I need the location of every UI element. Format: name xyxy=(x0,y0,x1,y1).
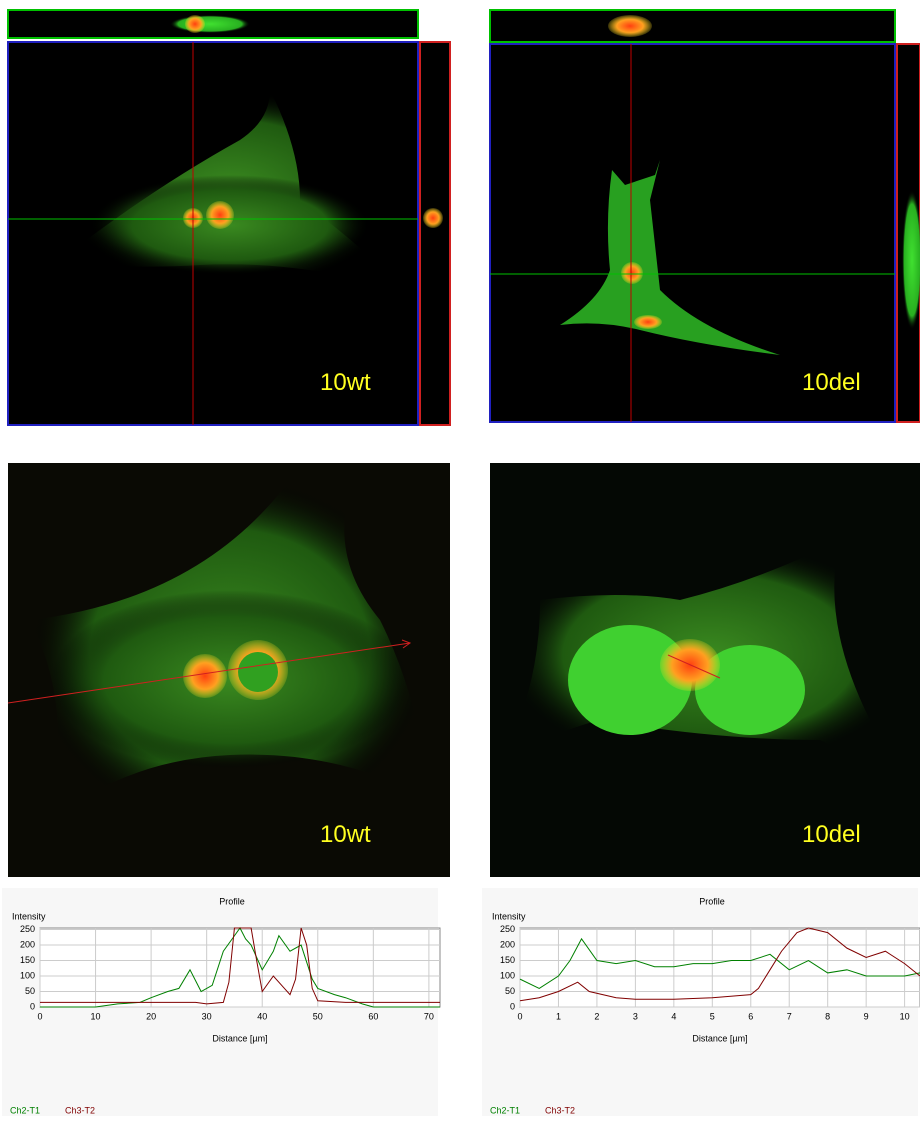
x-tick-label: 6 xyxy=(748,1011,753,1021)
y-tick-label: 150 xyxy=(500,955,515,965)
panel-mid-left: 10wt xyxy=(8,463,450,877)
legend-entry: Ch2-T1 xyxy=(10,1105,40,1115)
x-tick-label: 5 xyxy=(710,1011,715,1021)
x-tick-label: 20 xyxy=(146,1011,156,1021)
y-tick-label: 200 xyxy=(20,939,35,949)
x-axis-label: Distance [µm] xyxy=(212,1033,267,1043)
y-axis-label: Intensity xyxy=(12,911,46,921)
x-tick-label: 40 xyxy=(257,1011,267,1021)
x-tick-label: 10 xyxy=(900,1011,910,1021)
legend-entry: Ch2-T1 xyxy=(490,1105,520,1115)
x-tick-label: 0 xyxy=(517,1011,522,1021)
panel-label: 10wt xyxy=(320,821,371,848)
x-tick-label: 70 xyxy=(424,1011,434,1021)
y-tick-label: 100 xyxy=(20,970,35,980)
x-tick-label: 10 xyxy=(91,1011,101,1021)
plot-area xyxy=(520,928,920,1007)
x-tick-label: 0 xyxy=(37,1011,42,1021)
x-tick-label: 3 xyxy=(633,1011,638,1021)
y-tick-label: 100 xyxy=(500,970,515,980)
y-tick-label: 50 xyxy=(25,986,35,996)
panel-label: 10wt xyxy=(320,369,371,396)
y-tick-label: 200 xyxy=(500,939,515,949)
y-tick-label: 150 xyxy=(20,955,35,965)
panel-mid-right: 10del xyxy=(490,463,920,877)
x-tick-label: 7 xyxy=(787,1011,792,1021)
x-tick-label: 9 xyxy=(864,1011,869,1021)
y-tick-label: 50 xyxy=(505,986,515,996)
x-tick-label: 50 xyxy=(313,1011,323,1021)
x-axis-label: Distance [µm] xyxy=(692,1033,747,1043)
panel-label: 10del xyxy=(802,821,861,848)
plot-area xyxy=(40,928,440,1007)
y-tick-label: 0 xyxy=(30,1001,35,1011)
chart-title: Profile xyxy=(699,896,725,906)
x-tick-label: 8 xyxy=(825,1011,830,1021)
y-tick-label: 0 xyxy=(510,1001,515,1011)
x-tick-label: 30 xyxy=(202,1011,212,1021)
figure: 10wt 10del 10wt 10del Profile Intensity Di… xyxy=(0,0,920,1118)
y-tick-label: 250 xyxy=(500,924,515,934)
legend-entry: Ch3-T2 xyxy=(545,1105,575,1115)
chart-title: Profile xyxy=(219,896,245,906)
x-tick-label: 60 xyxy=(368,1011,378,1021)
x-tick-label: 1 xyxy=(556,1011,561,1021)
x-tick-label: 4 xyxy=(671,1011,676,1021)
panel-label: 10del xyxy=(802,369,861,396)
x-tick-label: 2 xyxy=(594,1011,599,1021)
panel-top-right: 10del xyxy=(490,10,920,422)
legend-entry: Ch3-T2 xyxy=(65,1105,95,1115)
panel-top-left: 10wt xyxy=(8,10,450,425)
y-tick-label: 250 xyxy=(20,924,35,934)
y-axis-label: Intensity xyxy=(492,911,526,921)
